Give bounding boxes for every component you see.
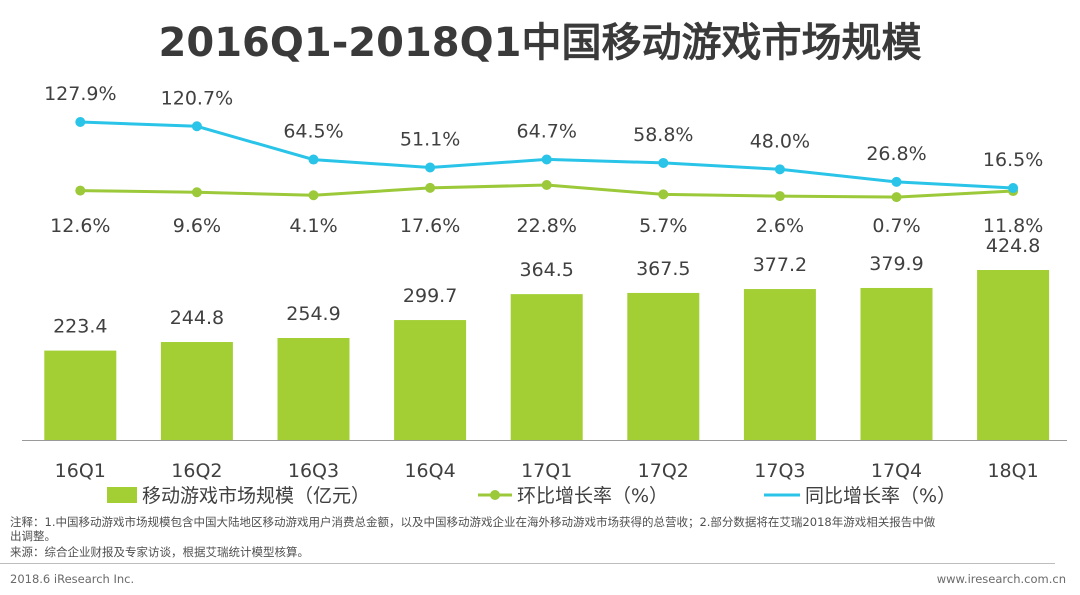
x-tick-16Q1: 16Q1 xyxy=(55,460,106,482)
qoq-point-17Q2 xyxy=(658,189,669,200)
yoy-label-17Q1: 64.7% xyxy=(517,120,577,142)
bar-label-16Q1: 223.4 xyxy=(53,316,107,338)
bar-label-17Q1: 364.5 xyxy=(519,259,573,281)
source-note: 来源：综合企业财报及专家访谈，根据艾瑞统计模型核算。 xyxy=(10,545,309,559)
qoq-point-17Q1 xyxy=(541,180,552,190)
footer-divider xyxy=(0,563,1055,564)
qoq-label-17Q3: 2.6% xyxy=(756,215,804,237)
x-tick-17Q1: 17Q1 xyxy=(521,460,572,482)
bar-17Q1 xyxy=(510,294,583,440)
qoq-label-16Q3: 4.1% xyxy=(289,215,337,237)
qoq-point-16Q4 xyxy=(425,182,436,193)
yoy-point-17Q1 xyxy=(541,154,552,165)
x-tick-18Q1: 18Q1 xyxy=(987,460,1038,482)
bar-16Q4 xyxy=(394,320,467,440)
legend-qoq-marker xyxy=(490,490,500,500)
chart-title: 2016Q1-2018Q1中国移动游戏市场规模 xyxy=(158,20,922,66)
legend-qoq-label: 环比增长率（%） xyxy=(517,485,668,507)
bar-label-16Q4: 299.7 xyxy=(403,285,457,307)
yoy-label-17Q3: 48.0% xyxy=(750,130,810,152)
yoy-label-17Q2: 58.8% xyxy=(633,124,693,146)
note-line-1: 注释：1.中国移动游戏市场规模包含中国大陆地区移动游戏用户消费总金额，以及中国移… xyxy=(10,515,936,529)
yoy-point-16Q4 xyxy=(425,162,436,173)
bar-label-16Q3: 254.9 xyxy=(286,303,340,325)
note-line-2: 出调整。 xyxy=(10,529,56,543)
qoq-label-16Q1: 12.6% xyxy=(50,215,110,237)
yoy-label-17Q4: 26.8% xyxy=(866,143,926,165)
qoq-point-17Q3 xyxy=(774,191,785,202)
x-tick-16Q3: 16Q3 xyxy=(288,460,339,482)
bar-label-17Q2: 367.5 xyxy=(636,258,690,280)
qoq-label-16Q4: 17.6% xyxy=(400,215,460,237)
qoq-label-17Q1: 22.8% xyxy=(517,215,577,237)
bar-16Q1 xyxy=(44,350,117,440)
qoq-point-16Q1 xyxy=(75,185,86,196)
x-tick-17Q3: 17Q3 xyxy=(754,460,805,482)
legend-bar-label: 移动游戏市场规模（亿元） xyxy=(142,485,370,507)
bar-label-17Q4: 379.9 xyxy=(869,253,923,275)
bar-16Q2 xyxy=(160,342,233,440)
qoq-label-17Q2: 5.7% xyxy=(639,215,687,237)
legend-yoy-label: 同比增长率（%） xyxy=(805,485,956,507)
yoy-point-16Q1 xyxy=(75,117,86,127)
yoy-point-17Q2 xyxy=(658,157,669,168)
footer-url: www.iresearch.com.cn xyxy=(936,572,1066,586)
bar-label-17Q3: 377.2 xyxy=(753,254,807,276)
yoy-label-16Q1: 127.9% xyxy=(44,83,116,105)
yoy-label-18Q1: 16.5% xyxy=(983,149,1043,171)
footer-copyright: 2018.6 iResearch Inc. xyxy=(10,572,135,586)
x-tick-17Q4: 17Q4 xyxy=(871,460,922,482)
x-tick-16Q2: 16Q2 xyxy=(171,460,222,482)
yoy-label-16Q4: 51.1% xyxy=(400,129,460,151)
qoq-label-18Q1: 11.8% xyxy=(983,215,1043,237)
bar-17Q4 xyxy=(860,287,933,440)
yoy-point-18Q1 xyxy=(1008,183,1019,193)
x-tick-17Q2: 17Q2 xyxy=(638,460,689,482)
bar-label-16Q2: 244.8 xyxy=(170,307,224,329)
yoy-point-17Q3 xyxy=(774,164,785,175)
yoy-point-17Q4 xyxy=(891,176,902,187)
yoy-label-16Q2: 120.7% xyxy=(161,87,233,109)
qoq-point-16Q2 xyxy=(191,187,202,198)
bar-17Q2 xyxy=(627,292,700,440)
qoq-point-17Q4 xyxy=(891,192,902,203)
x-tick-16Q4: 16Q4 xyxy=(404,460,455,482)
bar-16Q3 xyxy=(277,337,350,440)
bar-label-18Q1: 424.8 xyxy=(986,235,1040,257)
legend-bar-swatch xyxy=(107,487,137,503)
qoq-label-16Q2: 9.6% xyxy=(173,215,221,237)
qoq-point-16Q3 xyxy=(308,190,319,201)
bar-17Q3 xyxy=(743,289,816,440)
yoy-label-16Q3: 64.5% xyxy=(283,121,343,143)
yoy-point-16Q2 xyxy=(191,121,202,132)
chart-canvas: 223.4 16Q1 244.8 16Q2 254.9 16Q3 299.7 16Q4 364.… xyxy=(22,83,1067,507)
bar-18Q1 xyxy=(977,270,1050,440)
qoq-label-17Q4: 0.7% xyxy=(872,215,920,237)
yoy-point-16Q3 xyxy=(308,154,319,165)
